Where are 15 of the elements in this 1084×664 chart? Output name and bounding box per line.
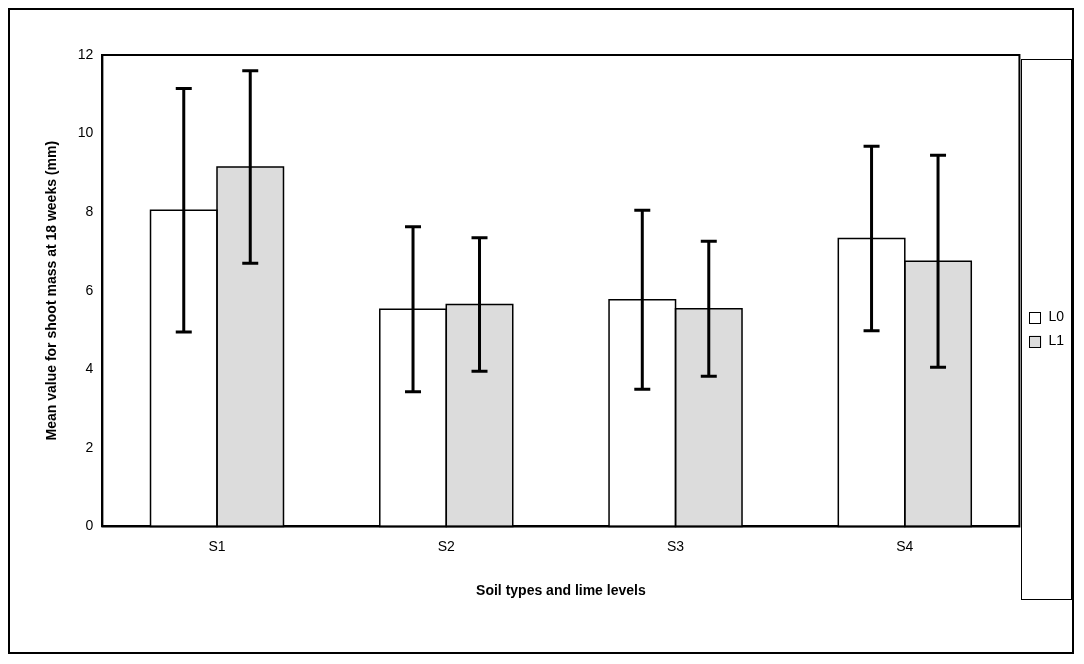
y-tick-label: 8: [85, 202, 94, 219]
y-tick-label: 12: [77, 45, 94, 62]
x-tick-label: S4: [896, 537, 914, 554]
y-axis-title: Mean value for shoot mass at 18 weeks (mm): [43, 140, 60, 441]
x-tick-label: S1: [208, 537, 226, 554]
y-tick-label: 2: [85, 438, 94, 455]
legend-label: L1: [1048, 332, 1065, 349]
y-tick-label: 6: [85, 281, 94, 298]
text: L0: [1048, 308, 1065, 325]
y-tick-label: 0: [85, 517, 94, 534]
y-tick-label: 10: [77, 124, 94, 141]
x-tick-label: S3: [666, 537, 685, 554]
y-tick-label: 4: [85, 360, 94, 377]
x-tick-label: S2: [437, 537, 456, 554]
x-axis-title: Soil types and lime levels: [476, 582, 646, 599]
